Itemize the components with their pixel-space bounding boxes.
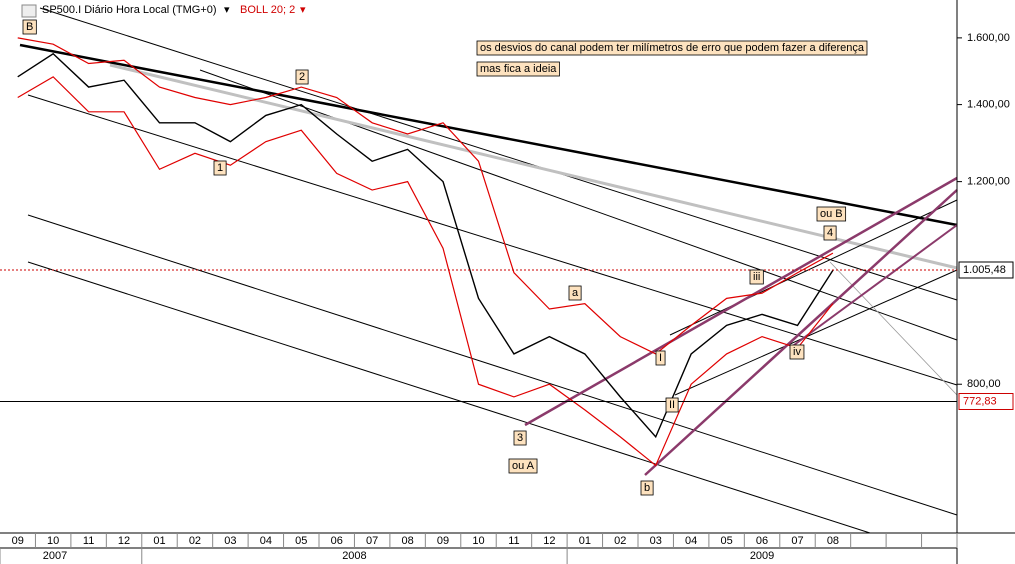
dropdown-icon[interactable]: ▾: [224, 4, 230, 16]
band-lower: [17, 76, 834, 467]
level-label: 772,83: [963, 395, 997, 407]
band-upper: [17, 37, 834, 355]
x-tick-label: 06: [756, 535, 768, 547]
y-tick-label: 800,00: [967, 378, 1001, 390]
x-tick-label: 07: [366, 535, 378, 547]
note: mas fica a ideia: [480, 63, 557, 75]
year-label: 2008: [342, 550, 366, 562]
wave-label: b: [644, 482, 650, 494]
note: os desvios do canal podem ter milímetros…: [480, 42, 865, 54]
level-label-box: [958, 392, 1014, 410]
year-label: 2009: [750, 550, 774, 562]
wave-label-box: [655, 350, 666, 366]
header-title: SP500.I Diário Hora Local (TMG+0): [42, 4, 217, 16]
wave-label: ou B: [820, 208, 843, 220]
wave-label: iii: [753, 271, 760, 283]
wave-label-box: [295, 69, 309, 85]
indicator-label: BOLL 20; 2: [240, 4, 295, 16]
wave-label: ou A: [512, 460, 535, 472]
x-tick-label: 05: [720, 535, 732, 547]
wave-label: B: [26, 21, 33, 33]
wave-label: 1: [217, 162, 223, 174]
wave-label: 4: [827, 227, 833, 239]
wave-label: 3: [517, 432, 523, 444]
x-tick-label: 08: [827, 535, 839, 547]
x-tick-label: 04: [685, 535, 697, 547]
wave-label-box: [513, 430, 527, 446]
x-tick-label: 02: [189, 535, 201, 547]
wave-label-box: [665, 397, 679, 413]
level-label-box: [958, 261, 1014, 279]
wave-label-box: [816, 206, 847, 222]
wave-label: iv: [793, 346, 801, 358]
x-tick-label: 09: [12, 535, 24, 547]
x-tick-label: 07: [791, 535, 803, 547]
icon: [21, 4, 37, 18]
x-tick-label: 08: [401, 535, 413, 547]
x-tick-label: 10: [472, 535, 484, 547]
y-tick-label: 1.600,00: [967, 32, 1010, 44]
x-tick-label: 06: [331, 535, 343, 547]
dropdown-icon[interactable]: ▾: [300, 4, 306, 16]
year-label: 2007: [43, 550, 67, 562]
x-tick-label: 11: [83, 535, 94, 547]
wave-label: 2: [299, 71, 305, 83]
wave-label-box: [568, 285, 582, 301]
note-box: [476, 40, 868, 56]
level-label: 1.005,48: [963, 264, 1006, 276]
x-tick-label: 05: [295, 535, 307, 547]
x-tick-label: 12: [543, 535, 555, 547]
wave-label: II: [669, 399, 675, 411]
x-tick-label: 10: [47, 535, 59, 547]
y-tick-label: 1.200,00: [967, 176, 1010, 188]
wave-label-box: [22, 19, 37, 35]
wave-label: I: [659, 352, 662, 364]
note-box: [476, 61, 560, 77]
trend-lines: [19, 7, 958, 534]
x-tick-label: 11: [508, 535, 519, 547]
wave-label-box: [749, 269, 764, 285]
wave-label-box: [508, 458, 538, 474]
x-tick-label: 09: [437, 535, 449, 547]
x-tick-label: 03: [650, 535, 662, 547]
wave-label: a: [572, 287, 579, 299]
x-tick-label: 12: [118, 535, 130, 547]
y-tick-label: 1.400,00: [967, 99, 1010, 111]
wave-label-box: [789, 344, 805, 360]
x-tick-label: 03: [224, 535, 236, 547]
wave-label-box: [823, 225, 837, 241]
x-tick-label: 01: [579, 535, 591, 547]
wave-label-box: [213, 160, 227, 176]
x-tick-label: 02: [614, 535, 626, 547]
price-line: [17, 52, 834, 439]
x-tick-label: 04: [260, 535, 272, 547]
x-tick-label: 01: [153, 535, 165, 547]
wave-label-box: [640, 480, 654, 496]
